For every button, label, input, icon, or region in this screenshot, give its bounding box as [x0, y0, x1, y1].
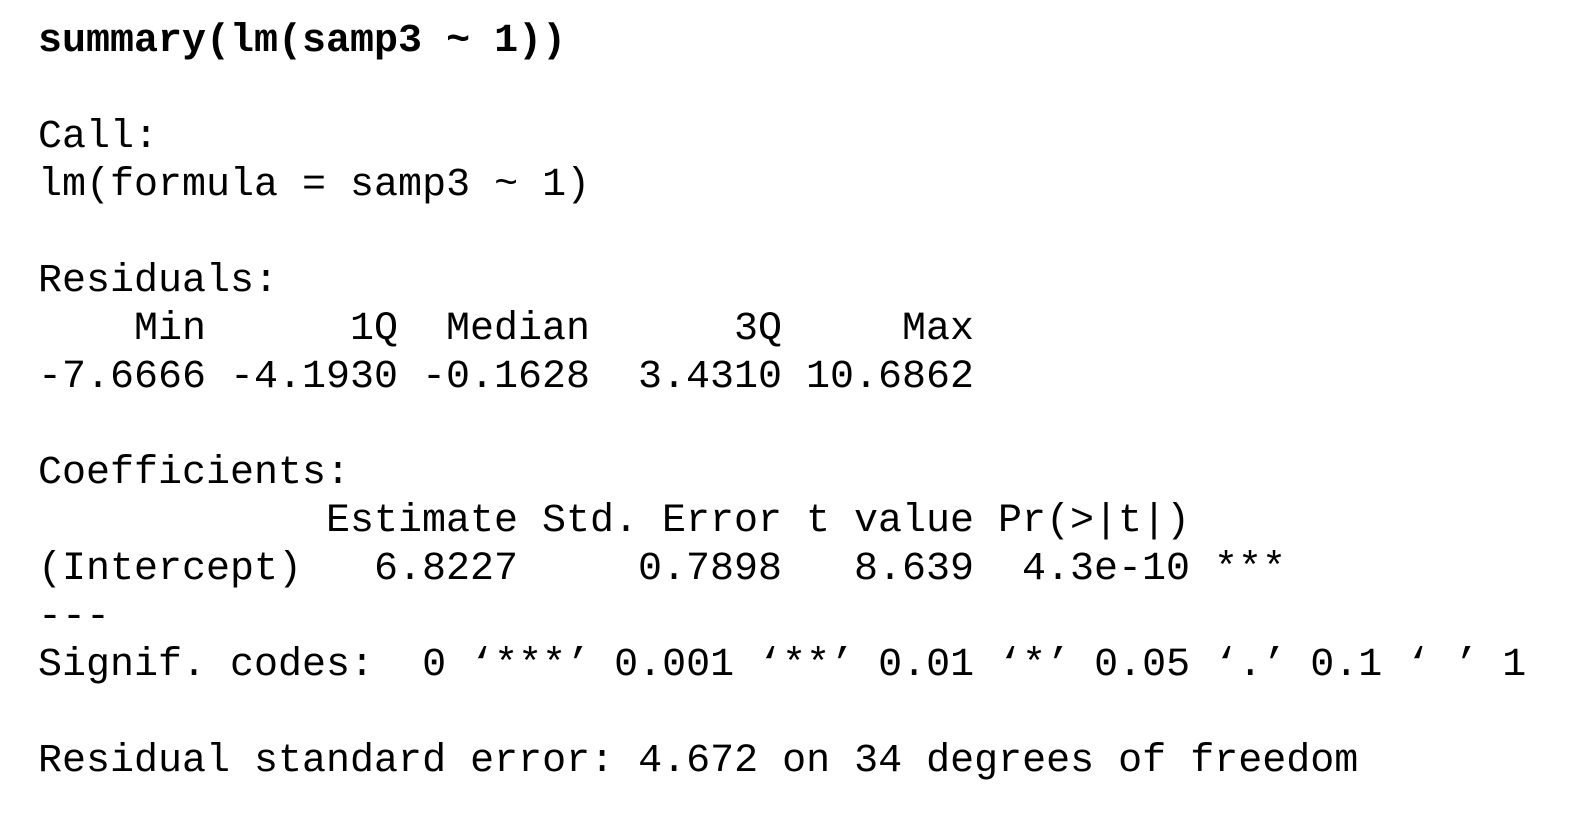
call-heading: Call:	[38, 115, 159, 160]
residual-column: Min	[133, 307, 206, 352]
coefficient-value: 8.639	[853, 547, 974, 592]
residual-column: 1Q	[349, 307, 398, 352]
coefficient-column: Estimate	[326, 499, 519, 544]
coefficient-name: (Intercept)	[38, 547, 303, 592]
residual-value: -7.6666	[38, 355, 207, 400]
separator: ---	[38, 595, 111, 640]
call-formula: lm(formula = samp3 ~ 1)	[38, 163, 591, 208]
significance-stars: ***	[1214, 547, 1287, 592]
coefficient-value: 4.3e-10	[1021, 547, 1190, 592]
residuals-heading: Residuals:	[38, 259, 279, 304]
residual-value: -0.1628	[422, 355, 591, 400]
coefficients-heading: Coefficients:	[38, 451, 351, 496]
coefficient-column: t value	[806, 499, 975, 544]
coefficient-value: 6.8227	[373, 547, 518, 592]
residual-column: 3Q	[733, 307, 782, 352]
coefficient-column: Pr(>|t|)	[998, 499, 1191, 544]
residual-column: Median	[445, 307, 590, 352]
command: summary(lm(samp3 ~ 1))	[38, 19, 567, 64]
coefficient-value: 0.7898	[637, 547, 782, 592]
coefficient-column: Std. Error	[542, 499, 783, 544]
residual-value: 10.6862	[806, 355, 975, 400]
residual-value: -4.1930	[230, 355, 399, 400]
signif-codes: Signif. codes: 0 ‘***’ 0.001 ‘**’ 0.01 ‘…	[38, 643, 1527, 688]
residual-column: Max	[901, 307, 974, 352]
residual-value: 3.4310	[637, 355, 782, 400]
residual-standard-error: Residual standard error: 4.672 on 34 deg…	[38, 739, 1359, 784]
